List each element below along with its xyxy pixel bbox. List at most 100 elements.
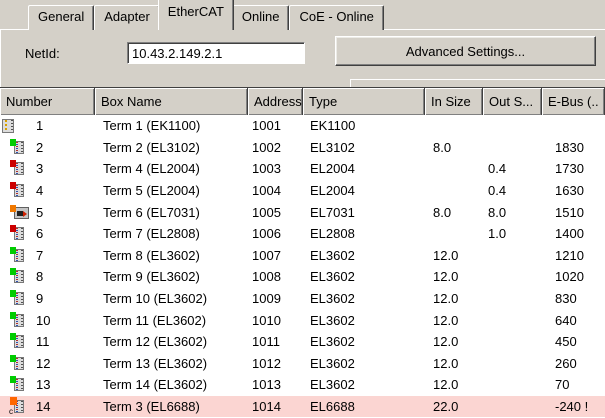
cell-number: 11 <box>0 331 95 352</box>
row-number: 4 <box>36 183 44 199</box>
tab-online[interactable]: Online <box>231 5 290 30</box>
cell-number: 7 <box>0 245 95 266</box>
table-row[interactable]: 4 Term 5 (EL2004) 1004 EL2004 0.4 1630 <box>0 179 605 202</box>
table-row[interactable]: 10 Term 11 (EL3602) 1010 EL3602 12.0 640 <box>0 309 605 331</box>
output-terminal-icon <box>10 225 24 241</box>
row-icon-wrap <box>0 354 36 371</box>
cell-box-name: Term 11 (EL3602) <box>103 312 207 328</box>
cell-number: 2 <box>0 137 95 158</box>
cell-address: 1006 <box>252 226 281 242</box>
row-icon-wrap <box>0 182 36 198</box>
table-row[interactable]: 12 Term 13 (EL3602) 1012 EL3602 12.0 260 <box>0 352 605 375</box>
netid-input[interactable] <box>127 42 305 64</box>
cell-in-size: 12.0 <box>433 247 459 263</box>
cell-number: 8 <box>0 266 95 287</box>
cell-box-name: Term 3 (EL6688) <box>103 399 200 415</box>
cell-address: 1004 <box>252 183 281 199</box>
column-header-in-size[interactable]: In Size <box>425 88 483 115</box>
cell-number: 10 <box>0 310 95 331</box>
column-header-address[interactable]: Address <box>248 88 303 115</box>
terminal-list: Number Box Name Address Type In Size Out… <box>0 87 605 418</box>
cell-number: 4 <box>0 180 95 201</box>
cell-in-size: 12.0 <box>433 355 459 371</box>
column-header-out-size[interactable]: Out S... <box>483 88 542 115</box>
cell-number: 3 <box>0 158 95 179</box>
cell-type: EL2004 <box>310 183 355 199</box>
cell-address: 1007 <box>252 247 281 263</box>
cell-type: EL3102 <box>310 139 355 155</box>
table-row[interactable]: 7 Term 8 (EL3602) 1007 EL3602 12.0 1210 <box>0 244 605 267</box>
row-number: 7 <box>36 247 44 263</box>
table-row[interactable]: c 14 Term 3 (EL6688) 1014 EL6688 22.0 -2… <box>0 395 605 418</box>
cell-ebus: 70 <box>555 377 570 393</box>
cell-address: 1002 <box>252 139 281 155</box>
cell-address: 1003 <box>252 161 281 177</box>
cell-box-name: Term 1 (EK1100) <box>103 118 201 134</box>
cell-type: EL3602 <box>310 269 355 285</box>
table-row[interactable]: 3 Term 4 (EL2004) 1003 EL2004 0.4 1730 <box>0 158 605 180</box>
cell-address: 1009 <box>252 291 281 307</box>
row-number: 14 <box>36 399 51 415</box>
coupler-terminal-icon <box>2 119 14 134</box>
list-header: Number Box Name Address Type In Size Out… <box>0 88 605 115</box>
advanced-settings-button[interactable]: Advanced Settings... <box>335 36 596 66</box>
row-number: 12 <box>36 355 51 371</box>
cell-box-name: Term 2 (EL3102) <box>103 139 200 155</box>
table-row[interactable]: 2 Term 2 (EL3102) 1002 EL3102 8.0 1830 <box>0 136 605 159</box>
ethercat-tab-page: NetId: Advanced Settings... <box>0 29 605 89</box>
cell-ebus: -240 ! <box>555 399 589 415</box>
comm-terminal-icon: c <box>9 397 24 416</box>
tab-ethercat[interactable]: EtherCAT <box>157 0 234 30</box>
table-row[interactable]: 9 Term 10 (EL3602) 1009 EL3602 12.0 830 <box>0 287 605 310</box>
cell-out-size: 8.0 <box>488 204 507 220</box>
column-header-number[interactable]: Number <box>0 88 95 115</box>
row-number: 13 <box>36 377 51 393</box>
row-icon-wrap <box>0 311 36 328</box>
table-row[interactable]: 6 Term 7 (EL2808) 1006 EL2808 1.0 1400 <box>0 222 605 245</box>
tab-adapter[interactable]: Adapter <box>94 5 160 30</box>
row-icon-wrap <box>0 268 36 284</box>
cell-box-name: Term 13 (EL3602) <box>103 355 208 371</box>
cell-type: EK1100 <box>310 118 356 134</box>
input-terminal-icon <box>10 354 24 370</box>
cell-type: EL3602 <box>310 247 355 263</box>
row-number: 9 <box>36 291 44 307</box>
column-header-ebus[interactable]: E-Bus (.. <box>542 88 605 115</box>
partial-control-edge[interactable] <box>350 79 605 89</box>
cell-address: 1008 <box>252 269 281 285</box>
table-row[interactable]: 13 Term 14 (EL3602) 1013 EL3602 12.0 70 <box>0 374 605 396</box>
row-icon-wrap: c <box>0 397 36 416</box>
cell-address: 1001 <box>252 118 281 134</box>
cell-type: EL7031 <box>310 204 355 220</box>
cell-box-name: Term 4 (EL2004) <box>103 161 200 177</box>
cell-type: EL3602 <box>310 334 355 350</box>
cell-address: 1010 <box>252 312 281 328</box>
row-number: 8 <box>36 269 44 285</box>
input-terminal-icon <box>10 138 24 154</box>
table-row[interactable]: 1 Term 1 (EK1100) 1001 EK1100 <box>0 115 605 137</box>
cell-type: EL6688 <box>310 399 355 415</box>
column-header-box-name[interactable]: Box Name <box>95 88 248 115</box>
table-row[interactable]: 8 Term 9 (EL3602) 1008 EL3602 12.0 1020 <box>0 266 605 288</box>
cell-in-size: 12.0 <box>433 377 459 393</box>
motor-terminal-icon <box>10 204 29 219</box>
row-number: 5 <box>36 204 44 220</box>
table-row[interactable]: 11 Term 12 (EL3602) 1011 EL3602 12.0 450 <box>0 330 605 353</box>
cell-address: 1005 <box>252 204 281 220</box>
input-terminal-icon <box>10 290 24 306</box>
output-terminal-icon <box>10 160 24 176</box>
tab-coe-online[interactable]: CoE - Online <box>289 5 384 30</box>
cell-ebus: 830 <box>555 291 577 307</box>
tab-general[interactable]: General <box>28 5 95 30</box>
row-icon-wrap <box>0 246 36 263</box>
tab-strip: General Adapter EtherCAT Online CoE - Online <box>28 0 384 30</box>
cell-out-size: 0.4 <box>488 161 507 177</box>
cell-ebus: 260 <box>555 355 577 371</box>
cell-in-size: 12.0 <box>433 334 459 350</box>
list-body: 1 Term 1 (EK1100) 1001 EK1100 2 Term 2 (… <box>0 115 605 418</box>
cell-number: 9 <box>0 288 95 309</box>
table-row[interactable]: 5 Term 6 (EL7031) 1005 EL7031 8.0 8.0 15… <box>0 201 605 223</box>
column-header-type[interactable]: Type <box>303 88 425 115</box>
cell-number: 5 <box>0 202 95 223</box>
